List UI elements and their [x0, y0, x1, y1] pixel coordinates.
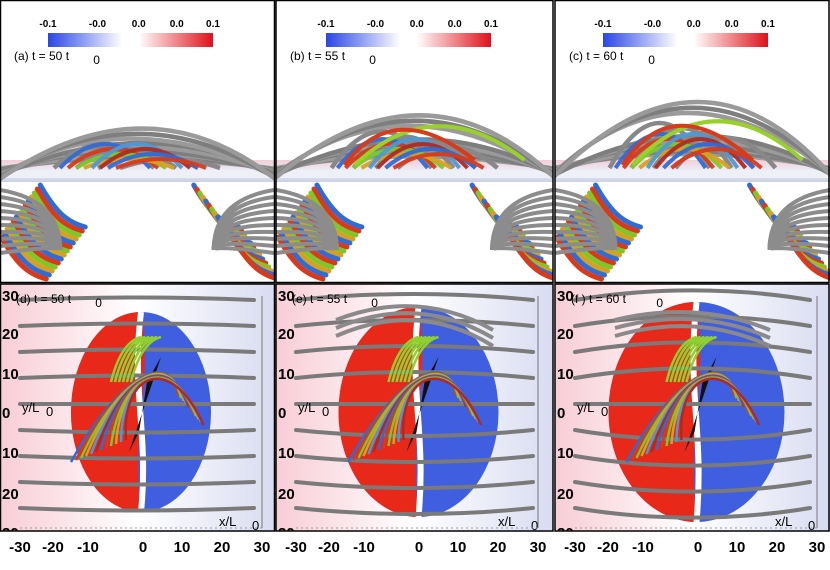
panel-b: -0.1 -0.0 0.0 0.0 0.1 (b) t = 55 t 0: [266, 0, 563, 282]
y-axis-label-subscript: 0: [322, 404, 329, 419]
x-tick-label: 30: [530, 539, 547, 556]
x-tick-label: 30: [809, 539, 826, 556]
y-tick-label: 10: [278, 366, 295, 383]
x-tick-label: 0: [415, 539, 423, 556]
x-tick-label: 10: [729, 539, 746, 556]
x-tick-label: -10: [353, 539, 375, 556]
y-axis-label-subscript: 0: [46, 404, 53, 419]
colorbar-tick-label: 0.0: [132, 19, 146, 30]
y-axis-label: y/L: [22, 400, 39, 415]
colorbar: [48, 33, 213, 47]
x-tick-label: -30: [9, 539, 31, 556]
panel-title-subscript: 0: [93, 53, 100, 67]
y-axis-label: y/L: [298, 400, 315, 415]
x-axis-label: x/L: [219, 514, 236, 529]
panel-title-subscript: 0: [369, 53, 376, 67]
panel-title: (d) t = 50 t: [16, 292, 72, 306]
x-tick-label: -10: [77, 539, 99, 556]
plane-highlight: [276, 170, 553, 178]
y-tick-label: 20: [2, 486, 19, 503]
plane-highlight: [555, 170, 830, 178]
x-tick-label: 30: [254, 539, 271, 556]
x-tick-label: -30: [285, 539, 307, 556]
y-tick-label: 20: [557, 326, 574, 343]
panel-c: -0.1 -0.0 0.0 0.0 0.1 (c) t = 60 t 0: [545, 0, 830, 282]
y-tick-label: 0: [557, 405, 565, 422]
x-tick-label: 10: [450, 539, 467, 556]
y-tick-label: 20: [278, 326, 295, 343]
panel-title: (a) t = 50 t: [14, 49, 70, 63]
panel-title: (c) t = 60 t: [569, 49, 624, 63]
colorbar: [326, 33, 491, 47]
colorbar-tick-label: 0.1: [761, 19, 775, 30]
panel-title-subscript: 0: [95, 296, 102, 310]
y-tick-label: 10: [557, 445, 574, 462]
y-tick-label: 10: [2, 366, 19, 383]
y-tick-label: 30: [557, 288, 574, 305]
x-tick-label: 20: [490, 539, 507, 556]
y-tick-label: 10: [2, 445, 19, 462]
x-axis-label: x/L: [775, 514, 792, 529]
colorbar-tick-label: 0.0: [410, 19, 424, 30]
x-tick-label: -20: [318, 539, 340, 556]
x-tick-label: 0: [694, 539, 702, 556]
top-panel-row: -0.1 -0.0 0.0 0.0 0.1 (a) t = 50 t 0 -0.1 -0.0 0.…: [0, 0, 830, 282]
x-tick-label: -10: [632, 539, 654, 556]
x-tick-label: 0: [139, 539, 147, 556]
y-tick-label: 30: [278, 288, 295, 305]
panel-title: (f ) t = 60 t: [571, 292, 627, 306]
colorbar-tick-label: 0.0: [687, 19, 701, 30]
x-axis-label: x/L: [498, 514, 515, 529]
y-tick-label: 30: [2, 288, 19, 305]
colorbar-tick-label: 0.1: [484, 19, 498, 30]
x-tick-label: 10: [174, 539, 191, 556]
panel-title-subscript: 0: [648, 53, 655, 67]
y-tick-label: 20: [557, 486, 574, 503]
panel-title-subscript: 0: [656, 296, 663, 310]
bottom-panel-row: (d) t = 50 t 0 30 20 10 0 10 20 30 y/L 0 x/L 0 (e) t …: [0, 284, 830, 542]
colorbar-tick-label: 0.1: [206, 19, 220, 30]
panel-title: (e) t = 55 t: [292, 292, 348, 306]
x-tick-label: -20: [42, 539, 64, 556]
x-tick-label: -20: [597, 539, 619, 556]
y-tick-label: 10: [278, 445, 295, 462]
panel-title-subscript: 0: [371, 296, 378, 310]
colorbar-tick-label: -0.1: [317, 19, 335, 30]
x-tick-label: 20: [214, 539, 231, 556]
x-tick-label: -30: [564, 539, 586, 556]
y-tick-label: 20: [278, 486, 295, 503]
colorbar-tick-label: -0.0: [367, 19, 385, 30]
colorbar: [603, 33, 768, 47]
panel-title: (b) t = 55 t: [290, 49, 346, 63]
colorbar-tick-label: -0.0: [644, 19, 662, 30]
colorbar-tick-label: 0.0: [448, 19, 462, 30]
y-tick-label: 0: [2, 405, 10, 422]
panel-a: -0.1 -0.0 0.0 0.0 0.1 (a) t = 50 t 0: [0, 0, 284, 282]
colorbar-tick-label: -0.1: [594, 19, 612, 30]
y-axis-label: y/L: [577, 400, 594, 415]
y-tick-label: 0: [278, 405, 286, 422]
colorbar-tick-label: -0.0: [89, 19, 107, 30]
colorbar-tick-label: 0.0: [170, 19, 184, 30]
plane-highlight: [0, 170, 274, 178]
x-axis-ticks: -30 -20 -10 0 10 20 30 -30 -20 -10 0 10 20 30 -30 -20 -1…: [9, 539, 825, 556]
colorbar-tick-label: -0.1: [39, 19, 57, 30]
y-tick-label: 20: [2, 326, 19, 343]
colorbar-tick-label: 0.0: [725, 19, 739, 30]
y-axis-label-subscript: 0: [601, 404, 608, 419]
y-tick-label: 10: [557, 366, 574, 383]
x-tick-label: 20: [769, 539, 786, 556]
